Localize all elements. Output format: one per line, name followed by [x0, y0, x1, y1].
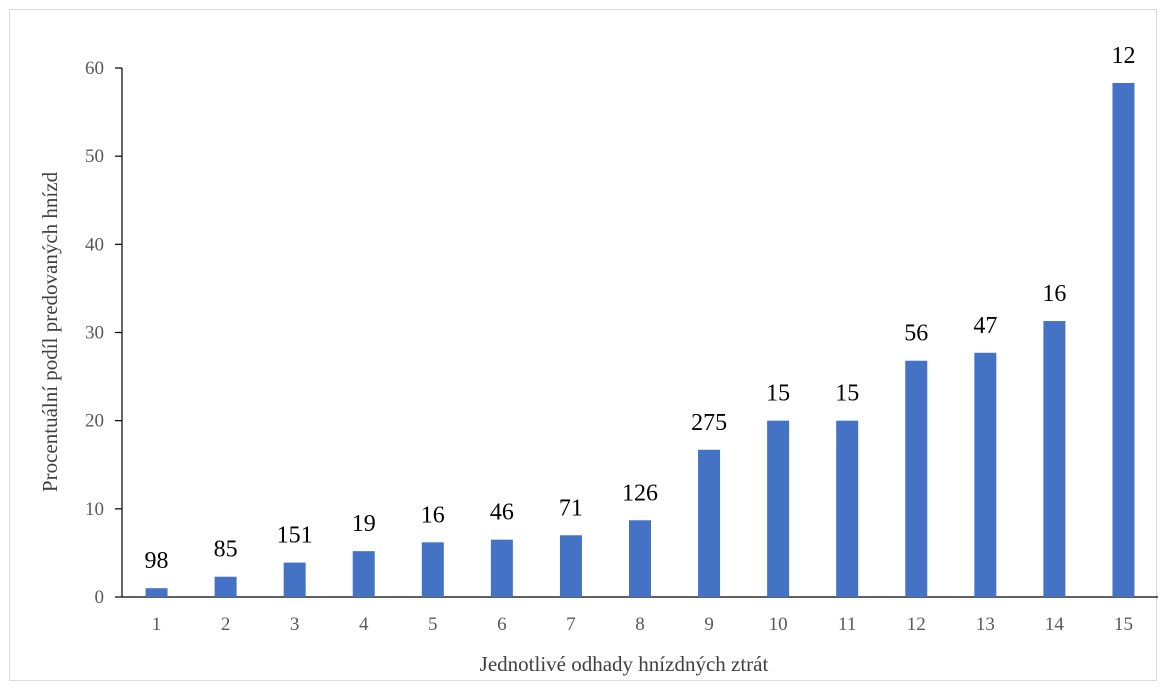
- x-tick-label: 15: [1114, 614, 1133, 635]
- bar: [214, 576, 237, 597]
- x-tick-label: 3: [290, 614, 300, 635]
- bars: [145, 82, 1135, 597]
- x-tick-label: 1: [152, 614, 162, 635]
- bar: [559, 535, 582, 597]
- y-axis: 0 10 20 30 40 50 60: [85, 58, 123, 608]
- chart-frame: [9, 9, 1157, 681]
- x-tick-label: 6: [497, 614, 507, 635]
- bar: [1112, 82, 1135, 597]
- bar: [421, 542, 444, 597]
- x-tick-label: 13: [976, 614, 995, 635]
- bar: [490, 539, 513, 597]
- y-tick-label: 60: [85, 58, 104, 79]
- x-tick-label: 7: [566, 614, 576, 635]
- bar: [629, 520, 651, 597]
- x-tick-label: 14: [1045, 614, 1065, 635]
- y-tick-label: 30: [85, 323, 104, 344]
- x-axis: 1 2 3 4 5 6 7 8 9 10 11 12 13 14 15: [122, 596, 1158, 635]
- data-label: 98: [145, 548, 169, 574]
- bar: [1043, 321, 1066, 597]
- y-tick-label: 40: [85, 234, 104, 255]
- data-label: 15: [766, 381, 790, 407]
- bar: [905, 360, 928, 597]
- data-label: 46: [490, 500, 514, 526]
- data-labels: 98 85 151 19 16 46 71 126 275 15 15 56 47 16 12: [145, 43, 1136, 574]
- data-label: 151: [277, 523, 313, 549]
- y-tick-label: 20: [85, 411, 104, 432]
- x-tick-label: 8: [635, 614, 645, 635]
- bar: [698, 449, 721, 597]
- x-axis-title: Jednotlivé odhady hnízdných ztrát: [480, 652, 769, 676]
- x-tick-label: 2: [221, 614, 231, 635]
- x-tick-label: 9: [704, 614, 714, 635]
- data-label: 47: [973, 313, 997, 339]
- data-label: 85: [214, 537, 238, 563]
- bar: [836, 420, 859, 597]
- x-tick-label: 11: [838, 614, 856, 635]
- data-label: 15: [835, 381, 859, 407]
- y-axis-title: Procentuální podíl predovaných hnízd: [38, 171, 62, 492]
- y-tick-label: 10: [85, 499, 104, 520]
- bar: [974, 352, 997, 597]
- x-tick-label: 10: [769, 614, 788, 635]
- bar: [352, 551, 375, 597]
- data-label: 12: [1111, 43, 1135, 69]
- data-label: 19: [352, 511, 376, 537]
- data-label: 56: [904, 321, 928, 347]
- data-label: 71: [559, 495, 583, 521]
- bar: [767, 420, 790, 597]
- bar: [283, 562, 306, 597]
- x-tick-label: 4: [359, 614, 369, 635]
- data-label: 16: [1042, 281, 1066, 307]
- data-label: 275: [691, 410, 727, 436]
- data-label: 16: [421, 502, 445, 528]
- x-tick-label: 12: [907, 614, 926, 635]
- data-label: 126: [622, 480, 658, 506]
- x-tick-label: 5: [428, 614, 438, 635]
- bar: [145, 588, 168, 597]
- y-tick-label: 0: [95, 587, 105, 608]
- y-tick-label: 50: [85, 146, 104, 167]
